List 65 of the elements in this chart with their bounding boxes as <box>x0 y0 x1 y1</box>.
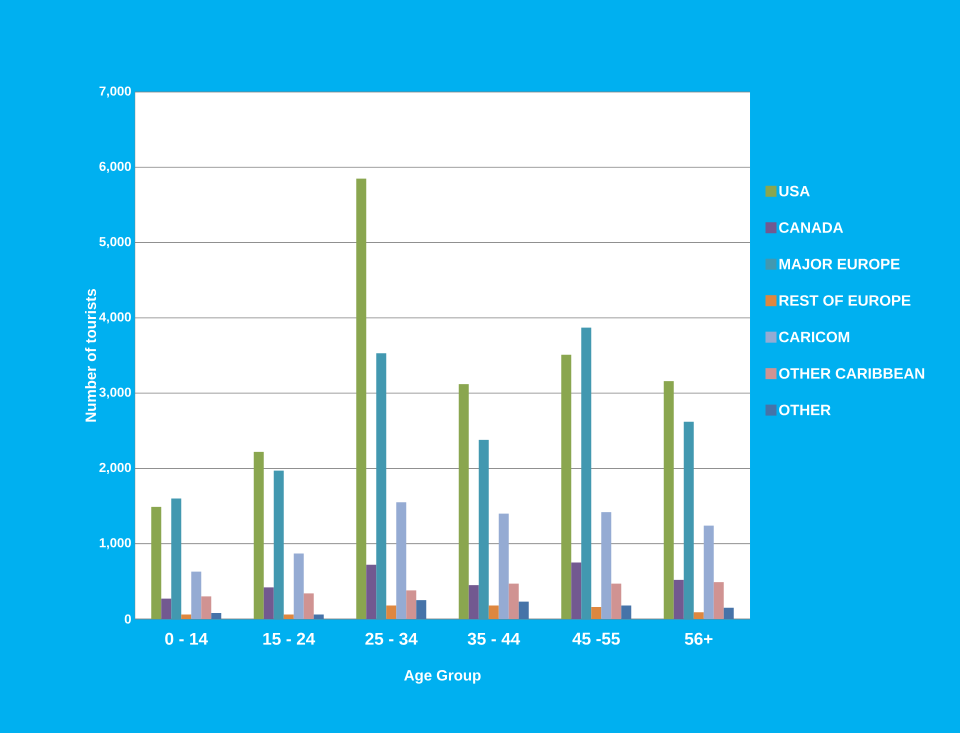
x-tick-label: 0 - 14 <box>165 632 208 645</box>
legend-label: REST OF EUROPE <box>780 295 910 306</box>
bar <box>518 602 529 619</box>
legend-label: OTHER <box>779 404 831 416</box>
bar <box>294 554 304 619</box>
y-tick-label: 3,000 <box>99 388 131 399</box>
bar <box>416 600 426 619</box>
bar <box>356 178 366 619</box>
bar <box>684 422 694 619</box>
legend-label: CARICOM <box>779 332 850 342</box>
x-tick-label: 25 - 34 <box>365 632 418 645</box>
x-axis-title: Age Group <box>404 670 481 684</box>
x-tick-label: 15 - 24 <box>263 632 316 645</box>
bar <box>508 584 519 619</box>
y-tick-label: 5,000 <box>99 237 131 248</box>
bar <box>591 606 602 619</box>
bar <box>211 612 222 619</box>
bar <box>161 598 172 619</box>
x-tick-label: 35 - 44 <box>468 632 520 645</box>
bar <box>571 562 582 619</box>
y-tick-label: 0 <box>124 614 131 624</box>
x-tick-label: 45 -55 <box>572 632 620 645</box>
bar <box>664 381 674 619</box>
bar <box>498 514 509 619</box>
legend-label: CANADA <box>779 222 844 233</box>
bar <box>601 512 612 619</box>
bar <box>171 498 182 619</box>
bar <box>314 614 324 619</box>
x-tick-label: 56+ <box>684 632 712 645</box>
bar <box>724 608 734 619</box>
bar <box>264 587 274 619</box>
bar <box>254 452 264 619</box>
legend-label: OTHER CARIBBEAN <box>779 368 924 379</box>
bar <box>674 580 684 619</box>
bar <box>406 590 416 619</box>
bar <box>366 564 376 619</box>
bar <box>181 614 192 619</box>
bar <box>714 582 724 619</box>
bar <box>396 502 406 619</box>
y-tick-label: 2,000 <box>99 462 131 474</box>
bar <box>274 470 284 619</box>
bar <box>704 526 714 619</box>
bar <box>561 354 572 619</box>
bar <box>694 612 704 619</box>
legend-label: MAJOR EUROPE <box>780 258 900 270</box>
bar <box>581 328 592 619</box>
bar <box>488 605 499 619</box>
y-axis-title: Number of tourists <box>85 289 96 422</box>
bar <box>621 605 632 619</box>
y-tick-label: 7,000 <box>100 86 131 98</box>
bar <box>478 440 489 619</box>
bar <box>376 353 386 619</box>
bar <box>386 605 396 619</box>
bar <box>468 585 479 619</box>
bar <box>191 572 202 619</box>
y-tick-label: 1,000 <box>100 538 131 550</box>
y-tick-label: 4,000 <box>99 312 131 324</box>
bar <box>284 614 294 619</box>
bar <box>151 506 162 619</box>
legend-label: USA <box>779 186 810 196</box>
y-tick-label: 6,000 <box>99 162 131 173</box>
bar <box>611 584 622 619</box>
bar <box>304 593 314 619</box>
bar <box>201 596 212 619</box>
bar <box>458 384 469 619</box>
